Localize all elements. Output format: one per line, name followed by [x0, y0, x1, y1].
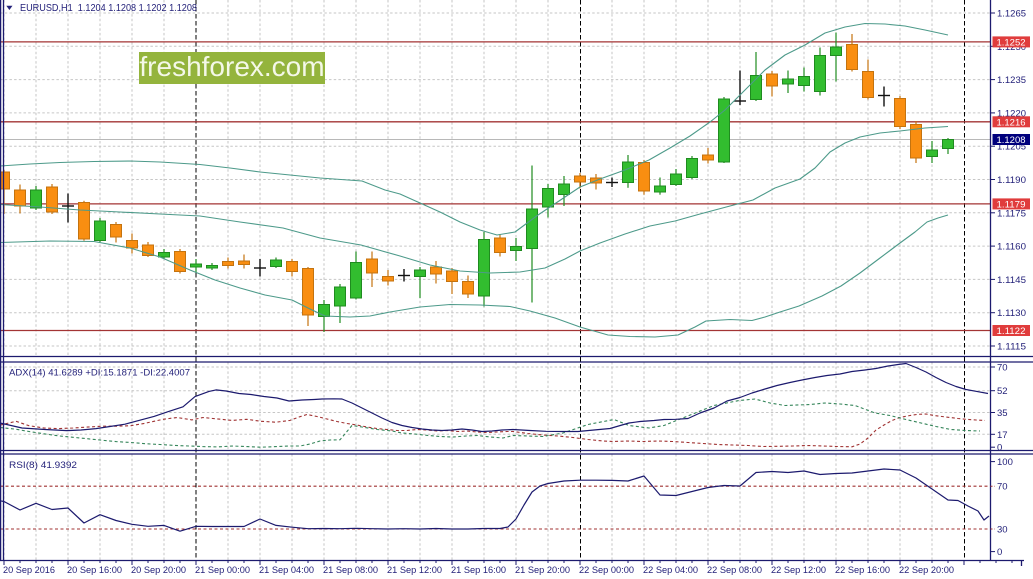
svg-text:1.1208: 1.1208	[997, 135, 1026, 146]
svg-text:22 Sep 08:00: 22 Sep 08:00	[707, 565, 762, 576]
svg-text:1.1115: 1.1115	[997, 342, 1026, 353]
svg-text:22 Sep 16:00: 22 Sep 16:00	[835, 565, 890, 576]
svg-text:70: 70	[997, 482, 1008, 493]
svg-text:35: 35	[997, 408, 1008, 419]
svg-text:21 Sep 16:00: 21 Sep 16:00	[451, 565, 506, 576]
svg-text:22 Sep 12:00: 22 Sep 12:00	[771, 565, 826, 576]
svg-text:22 Sep 00:00: 22 Sep 00:00	[579, 565, 634, 576]
svg-text:1.1265: 1.1265	[997, 9, 1026, 20]
svg-text:70: 70	[997, 363, 1008, 374]
svg-text:freshforex.com: freshforex.com	[139, 51, 324, 82]
svg-text:21 Sep 00:00: 21 Sep 00:00	[195, 565, 250, 576]
svg-text:100: 100	[997, 457, 1013, 468]
svg-text:ADX(14) 41.6289 +DI:15.1871 -D: ADX(14) 41.6289 +DI:15.1871 -DI:22.4007	[9, 368, 190, 379]
svg-text:1.1205: 1.1205	[997, 142, 1026, 153]
svg-text:EURUSD,H1 1.1204 1.1208 1.120: EURUSD,H1 1.1204 1.1208 1.1202 1.1208	[20, 3, 197, 14]
svg-text:1.1175: 1.1175	[997, 208, 1026, 219]
svg-text:1.1122: 1.1122	[997, 326, 1026, 337]
svg-text:22 Sep 04:00: 22 Sep 04:00	[643, 565, 698, 576]
svg-text:1.1179: 1.1179	[997, 199, 1026, 210]
svg-text:20 Sep 2016: 20 Sep 2016	[3, 565, 55, 576]
svg-text:1.1216: 1.1216	[997, 117, 1026, 128]
svg-text:30: 30	[997, 525, 1008, 536]
svg-text:RSI(8) 41.9392: RSI(8) 41.9392	[9, 460, 77, 471]
svg-text:21 Sep 08:00: 21 Sep 08:00	[323, 565, 378, 576]
svg-text:1.1160: 1.1160	[997, 242, 1026, 253]
svg-text:1.1190: 1.1190	[997, 175, 1026, 186]
svg-text:22 Sep 20:00: 22 Sep 20:00	[899, 565, 954, 576]
svg-text:52: 52	[997, 386, 1008, 397]
svg-text:1.1235: 1.1235	[997, 75, 1026, 86]
svg-text:0: 0	[997, 443, 1002, 454]
svg-text:17: 17	[997, 430, 1008, 441]
svg-text:1.1145: 1.1145	[997, 275, 1026, 286]
svg-text:1.1252: 1.1252	[997, 37, 1026, 48]
svg-text:21 Sep 12:00: 21 Sep 12:00	[387, 565, 442, 576]
svg-text:0: 0	[997, 547, 1002, 558]
svg-text:21 Sep 20:00: 21 Sep 20:00	[515, 565, 570, 576]
svg-text:20 Sep 20:00: 20 Sep 20:00	[131, 565, 186, 576]
svg-text:1.1130: 1.1130	[997, 308, 1026, 319]
svg-text:1.1220: 1.1220	[997, 108, 1026, 119]
svg-text:21 Sep 04:00: 21 Sep 04:00	[259, 565, 314, 576]
svg-text:20 Sep 16:00: 20 Sep 16:00	[67, 565, 122, 576]
